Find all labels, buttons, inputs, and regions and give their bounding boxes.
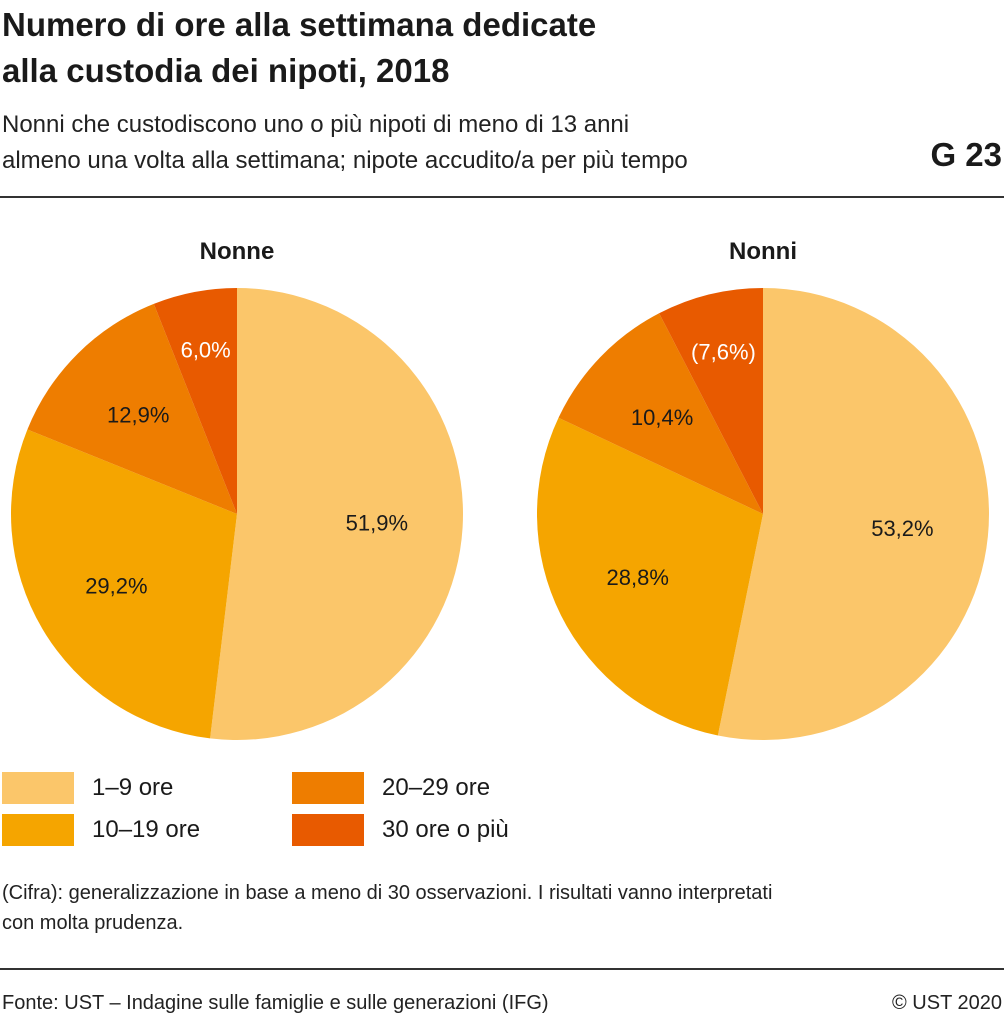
legend-item-20-29: 20–29 ore [292,772,552,804]
legend-label-1-9: 1–9 ore [92,774,174,801]
legend-item-10-19: 10–19 ore [2,814,262,846]
pie-label-nonne-4: 6,0% [181,338,231,363]
legend-label-20-29: 20–29 ore [382,774,491,801]
legend-item-30-plus: 30 ore o più [292,814,552,846]
chart-subtitle: Nonni che custodiscono uno o più nipoti … [2,107,882,179]
footnote: (Cifra): generalizzazione in base a meno… [2,878,962,938]
legend-label-30-plus: 30 ore o più [382,816,509,843]
footnote-line-1: (Cifra): generalizzazione in base a meno… [2,882,773,904]
pie-slice-nonni-4 [659,288,763,514]
pie-slice-nonni-2 [537,417,763,736]
chart-title-line-2: alla custodia dei nipoti, 2018 [2,52,450,89]
pie-title-nonni: Nonni [729,238,797,265]
legend-swatch-1-9 [2,772,74,804]
pie-label-nonni-4: (7,6%) [691,340,756,365]
pie-label-nonne-1: 51,9% [346,510,408,535]
pie-charts: Nonne 51,9% 29,2% 12,9% 6,0% Nonni 53,2% 28,8% 1… [10,238,990,741]
pie-label-nonni-1: 53,2% [871,516,933,541]
bottom-divider [0,968,1004,970]
top-divider [0,196,1004,198]
pie-title-nonne: Nonne [200,238,275,265]
legend-item-1-9: 1–9 ore [2,772,262,804]
source-note: Fonte: UST – Indagine sulle famiglie e s… [2,992,549,1014]
pie-label-nonni-3: 10,4% [631,405,693,430]
pie-slice-nonni-3 [558,313,763,514]
pie-label-nonni-2: 28,8% [607,565,669,590]
legend-label-10-19: 10–19 ore [92,816,201,843]
chart-title-line-1: Numero di ore alla settimana dedicate [2,6,597,43]
footnote-line-2: con molta prudenza. [2,912,184,934]
pie-label-nonne-3: 12,9% [107,403,169,428]
legend-swatch-20-29 [292,772,364,804]
pie-slice-nonni-1 [717,288,990,740]
legend-swatch-10-19 [2,814,74,846]
copyright: © UST 2020 [892,992,1002,1014]
chart-title: Numero di ore alla settimana dedicate al… [2,2,902,94]
chart-code: G 23 [930,136,1002,173]
chart-subtitle-line-2: almeno una volta alla settimana; nipote … [2,147,688,174]
pie-slice-nonne-3 [27,303,237,514]
pie-slice-nonne-1 [210,288,464,741]
legend-swatch-30-plus [292,814,364,846]
chart-subtitle-line-1: Nonni che custodiscono uno o più nipoti … [2,111,630,138]
pie-label-nonne-2: 29,2% [85,573,147,598]
pie-slice-nonne-2 [10,429,238,739]
pie-slice-nonne-4 [153,288,237,514]
